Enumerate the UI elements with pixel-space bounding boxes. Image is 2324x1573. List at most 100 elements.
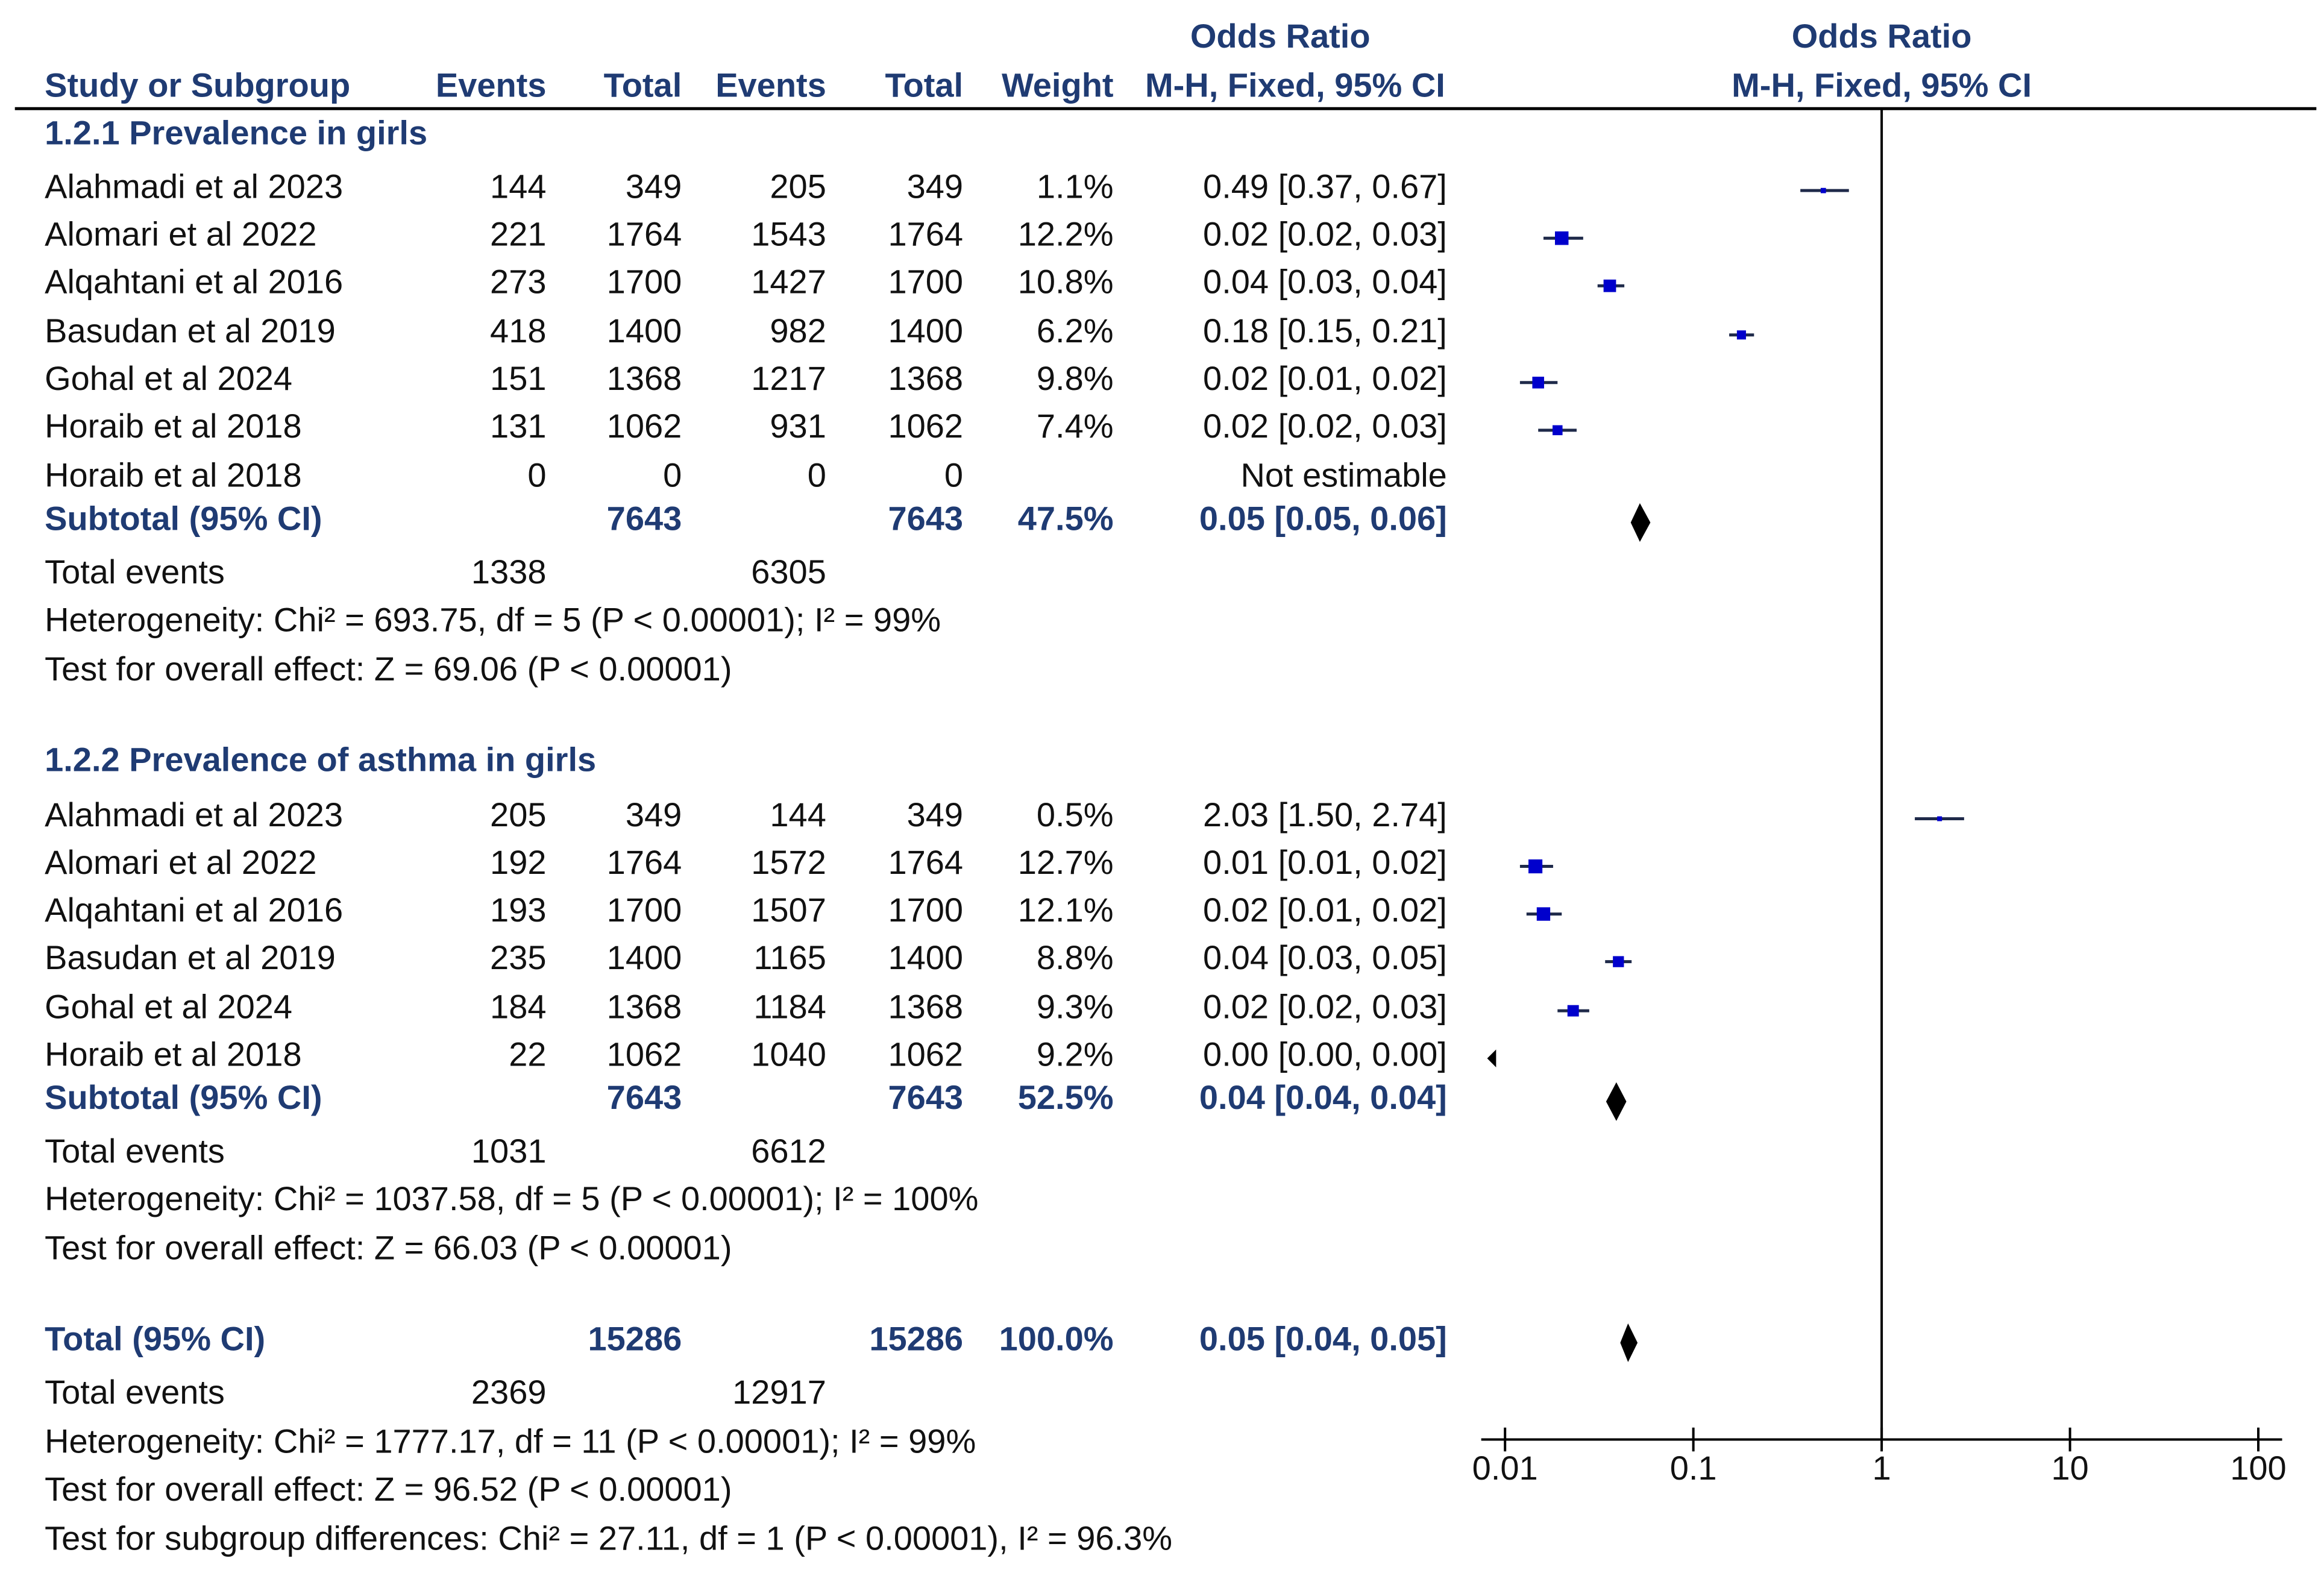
total-exp: 1368 [607,359,682,397]
total-events-label: Total events [45,1132,225,1170]
total-exp: 1062 [607,407,682,445]
plot-title: Odds Ratio [1792,17,1972,55]
subtotal-diamond [1630,503,1651,542]
subtotal-weight: 52.5% [1018,1078,1114,1116]
study-name: Horaib et al 2018 [45,407,302,445]
subgroup-title: 1.2.2 Prevalence of asthma in girls [45,740,596,778]
events-exp: 192 [490,843,546,881]
events-ctrl: 982 [770,312,826,350]
odds-ratio-ci: Not estimable [1240,456,1446,494]
off-scale-arrow [1487,1049,1496,1067]
total-ctrl: 1764 [888,215,964,253]
subtotal-ci: 0.05 [0.05, 0.06] [1199,499,1447,537]
events-exp: 144 [490,168,546,206]
events-exp: 0 [527,456,546,494]
study-marker [1603,279,1616,292]
total-exp: 1368 [607,987,682,1025]
study-marker [1567,1005,1579,1017]
weight-value: 12.7% [1018,843,1114,881]
total-events-ctrl: 12917 [732,1373,826,1411]
total-heterogeneity-text: Heterogeneity: Chi² = 1777.17, df = 11 (… [45,1422,976,1460]
study-name: Alahmadi et al 2023 [45,168,343,206]
weight-value: 10.8% [1018,263,1114,301]
study-marker [1613,956,1624,967]
total-ci: 0.05 [0.04, 0.05] [1199,1319,1447,1357]
study-name: Horaib et al 2018 [45,1035,302,1073]
total-label: Total (95% CI) [45,1319,265,1357]
weight-value: 9.2% [1037,1035,1114,1073]
odds-ratio-ci: 0.02 [0.02, 0.03] [1203,987,1447,1025]
odds-ratio-ci: 0.02 [0.01, 0.02] [1203,359,1447,397]
subtotal-weight: 47.5% [1018,499,1114,537]
total-exp: 1764 [607,843,682,881]
events-ctrl: 1217 [751,359,826,397]
or-title: Odds Ratio [1190,17,1371,55]
total-exp: 1764 [607,215,682,253]
subtotal-label: Subtotal (95% CI) [45,1078,322,1116]
study-marker [1820,187,1826,193]
total-ctrl: 349 [907,168,963,206]
odds-ratio-ci: 0.02 [0.02, 0.03] [1203,407,1447,445]
events-ctrl: 1184 [753,987,826,1025]
subtotal-total-exp: 7643 [607,1078,682,1116]
subtotal-diamond [1606,1082,1627,1121]
total-exp: 1062 [607,1035,682,1073]
study-name: Alomari et al 2022 [45,843,316,881]
odds-ratio-ci: 0.18 [0.15, 0.21] [1203,312,1447,350]
subtotal-total-exp: 7643 [607,499,682,537]
events-exp: 205 [490,796,546,834]
x-tick-label: 0.1 [1670,1449,1717,1487]
events-exp: 151 [490,359,546,397]
weight-value: 9.3% [1037,987,1114,1025]
total-events-label: Total events [45,553,225,591]
events-ctrl: 0 [808,456,826,494]
total-ctrl: 1062 [888,1035,964,1073]
total-ctrl: 1400 [888,312,964,350]
subtotal-total-ctrl: 7643 [888,1078,964,1116]
events-ctrl: 1543 [751,215,826,253]
total-exp: 1700 [607,263,682,301]
subgroup-title: 1.2.1 Prevalence in girls [45,114,427,152]
total-events-exp: 1338 [471,553,547,591]
events-exp: 184 [490,987,546,1025]
study-name: Basudan et al 2019 [45,938,336,976]
study-name: Alqahtani et al 2016 [45,891,343,929]
total-ctrl: 349 [907,796,963,834]
study-name: Alahmadi et al 2023 [45,796,343,834]
odds-ratio-ci: 0.00 [0.00, 0.00] [1203,1035,1447,1073]
odds-ratio-ci: 0.04 [0.03, 0.05] [1203,938,1447,976]
total-ctrl: 1700 [888,263,964,301]
events-exp: 273 [490,263,546,301]
study-name: Basudan et al 2019 [45,312,336,350]
study-marker [1532,377,1544,389]
weight-value: 0.5% [1037,796,1114,834]
total-ctrl: 1400 [888,938,964,976]
odds-ratio-ci: 0.04 [0.03, 0.04] [1203,263,1447,301]
events-exp: 221 [490,215,546,253]
study-marker [1552,425,1563,436]
weight-value: 9.8% [1037,359,1114,397]
weight-value: 8.8% [1037,938,1114,976]
column-header-5: Weight [1002,66,1114,104]
odds-ratio-ci: 0.01 [0.01, 0.02] [1203,843,1447,881]
x-tick-label: 100 [2230,1449,2286,1487]
total-exp: 1400 [607,312,682,350]
study-name: Horaib et al 2018 [45,456,302,494]
total-exp: 0 [663,456,682,494]
column-header-0: Study or Subgroup [45,66,350,104]
study-marker [1528,859,1543,874]
events-exp: 193 [490,891,546,929]
heterogeneity-text: Heterogeneity: Chi² = 1037.58, df = 5 (P… [45,1179,978,1217]
column-header-3: Events [715,66,826,104]
weight-value: 12.2% [1018,215,1114,253]
weight-value: 7.4% [1037,407,1114,445]
total-exp: 1700 [607,891,682,929]
odds-ratio-ci: 0.02 [0.01, 0.02] [1203,891,1447,929]
total-total-ctrl: 15286 [869,1319,963,1357]
weight-value: 1.1% [1037,168,1114,206]
study-marker [1736,330,1746,340]
events-ctrl: 931 [770,407,826,445]
total-events-ctrl: 6612 [751,1132,826,1170]
events-ctrl: 1572 [751,843,826,881]
x-tick-label: 10 [2051,1449,2088,1487]
